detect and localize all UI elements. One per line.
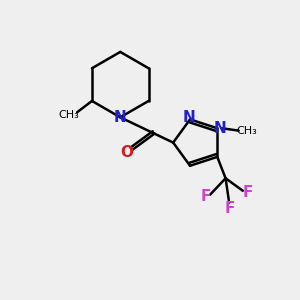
Text: F: F	[242, 185, 253, 200]
Text: F: F	[225, 200, 235, 215]
Text: F: F	[200, 189, 211, 204]
Text: N: N	[114, 110, 127, 125]
Text: CH₃: CH₃	[58, 110, 79, 120]
Text: N: N	[182, 110, 195, 125]
Text: CH₃: CH₃	[237, 126, 257, 136]
Text: O: O	[120, 146, 133, 160]
Text: N: N	[213, 121, 226, 136]
